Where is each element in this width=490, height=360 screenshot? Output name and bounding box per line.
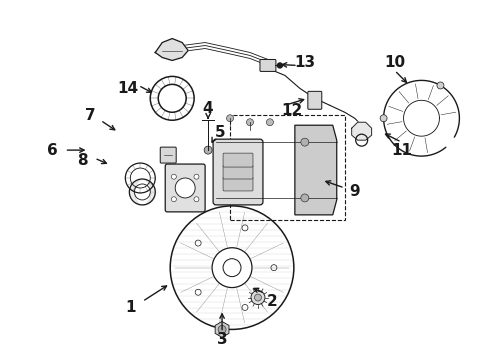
Text: 14: 14 — [118, 81, 139, 96]
Text: 11: 11 — [391, 143, 412, 158]
Text: 1: 1 — [125, 300, 136, 315]
Text: 8: 8 — [77, 153, 88, 167]
Circle shape — [204, 146, 212, 154]
Circle shape — [437, 82, 444, 89]
Circle shape — [301, 138, 309, 146]
FancyBboxPatch shape — [165, 164, 205, 212]
Text: 7: 7 — [85, 108, 96, 123]
Circle shape — [226, 115, 234, 122]
Circle shape — [254, 294, 262, 301]
Circle shape — [175, 178, 195, 198]
FancyBboxPatch shape — [223, 153, 253, 167]
Circle shape — [194, 197, 199, 202]
Circle shape — [380, 115, 387, 122]
Text: 13: 13 — [294, 55, 316, 70]
Circle shape — [277, 63, 282, 68]
Circle shape — [194, 174, 199, 179]
FancyBboxPatch shape — [160, 147, 176, 163]
Polygon shape — [295, 125, 337, 215]
Circle shape — [246, 119, 253, 126]
FancyBboxPatch shape — [213, 139, 263, 205]
Circle shape — [267, 119, 273, 126]
Text: 12: 12 — [281, 103, 302, 118]
Polygon shape — [155, 39, 188, 60]
FancyBboxPatch shape — [308, 91, 322, 109]
FancyBboxPatch shape — [260, 59, 276, 71]
Text: 5: 5 — [215, 125, 225, 140]
Text: 9: 9 — [349, 184, 360, 199]
Text: 10: 10 — [384, 55, 405, 70]
Text: 3: 3 — [217, 332, 227, 347]
Circle shape — [301, 194, 309, 202]
Text: 4: 4 — [203, 101, 214, 116]
Text: 2: 2 — [267, 294, 277, 309]
FancyBboxPatch shape — [223, 165, 253, 179]
FancyBboxPatch shape — [223, 177, 253, 191]
Polygon shape — [352, 122, 371, 140]
Circle shape — [218, 325, 226, 333]
Circle shape — [172, 174, 176, 179]
Circle shape — [172, 197, 176, 202]
Text: 6: 6 — [47, 143, 58, 158]
Circle shape — [251, 291, 265, 305]
